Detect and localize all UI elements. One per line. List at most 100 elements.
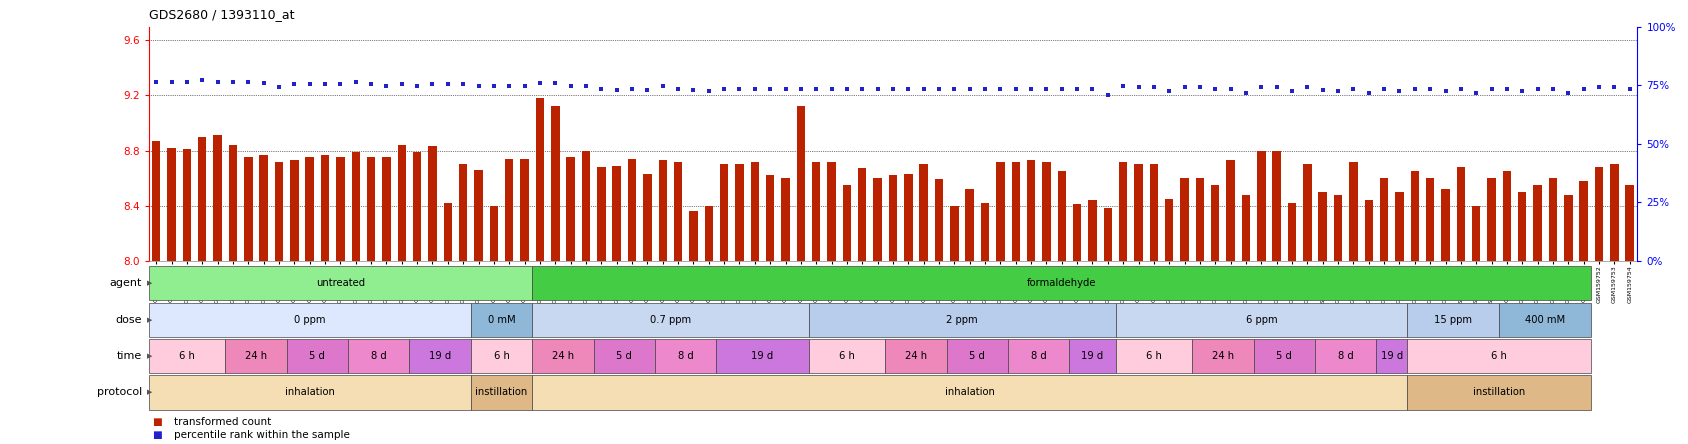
Bar bbox=[1119, 162, 1128, 261]
Bar bbox=[336, 157, 344, 261]
Bar bbox=[444, 203, 452, 261]
Bar bbox=[1408, 302, 1499, 337]
Bar bbox=[197, 137, 206, 261]
Bar bbox=[471, 339, 532, 373]
Bar bbox=[520, 159, 528, 261]
Text: 5 d: 5 d bbox=[1276, 351, 1293, 361]
Bar bbox=[1288, 203, 1296, 261]
Text: 400 mM: 400 mM bbox=[1526, 315, 1565, 325]
Text: 0.7 ppm: 0.7 ppm bbox=[650, 315, 690, 325]
Bar bbox=[1502, 171, 1511, 261]
Text: 5 d: 5 d bbox=[616, 351, 633, 361]
Bar bbox=[1408, 339, 1592, 373]
Bar bbox=[628, 159, 636, 261]
Bar bbox=[182, 149, 191, 261]
Bar bbox=[532, 339, 594, 373]
Bar bbox=[550, 107, 559, 261]
Bar bbox=[1227, 160, 1236, 261]
Bar bbox=[643, 174, 652, 261]
Bar bbox=[716, 339, 809, 373]
Bar bbox=[1116, 302, 1408, 337]
Bar bbox=[1195, 178, 1204, 261]
Bar bbox=[1070, 339, 1116, 373]
Bar bbox=[858, 168, 866, 261]
Text: inhalation: inhalation bbox=[945, 388, 994, 397]
Text: 6 h: 6 h bbox=[1146, 351, 1161, 361]
Bar bbox=[1150, 164, 1158, 261]
Bar bbox=[1089, 200, 1097, 261]
Bar bbox=[812, 162, 820, 261]
Bar bbox=[149, 266, 532, 301]
Bar bbox=[230, 145, 238, 261]
Bar bbox=[505, 159, 513, 261]
Bar bbox=[1058, 171, 1067, 261]
Bar bbox=[582, 151, 591, 261]
Bar bbox=[459, 164, 468, 261]
Text: untreated: untreated bbox=[316, 278, 365, 288]
Bar bbox=[474, 170, 483, 261]
Bar bbox=[1258, 151, 1266, 261]
Text: 0 ppm: 0 ppm bbox=[294, 315, 326, 325]
Bar bbox=[1518, 192, 1526, 261]
Bar bbox=[275, 162, 284, 261]
Bar bbox=[751, 162, 760, 261]
Bar bbox=[1134, 164, 1143, 261]
Text: 19 d: 19 d bbox=[751, 351, 773, 361]
Bar bbox=[1548, 178, 1556, 261]
Bar bbox=[873, 178, 881, 261]
Bar bbox=[1116, 339, 1192, 373]
Bar bbox=[736, 164, 744, 261]
Bar bbox=[1442, 189, 1450, 261]
Bar bbox=[535, 98, 544, 261]
Bar bbox=[410, 339, 471, 373]
Text: 6 h: 6 h bbox=[179, 351, 194, 361]
Bar bbox=[225, 339, 287, 373]
Text: ▶: ▶ bbox=[147, 280, 152, 286]
Bar bbox=[947, 339, 1008, 373]
Text: 6 h: 6 h bbox=[1491, 351, 1507, 361]
Bar bbox=[351, 152, 360, 261]
Bar bbox=[321, 155, 329, 261]
Text: 6 h: 6 h bbox=[493, 351, 510, 361]
Bar bbox=[1426, 178, 1435, 261]
Text: agent: agent bbox=[110, 278, 142, 288]
Bar bbox=[366, 157, 375, 261]
Text: time: time bbox=[116, 351, 142, 361]
Bar bbox=[1580, 181, 1588, 261]
Bar bbox=[797, 107, 805, 261]
Bar bbox=[1408, 375, 1592, 410]
Text: 8 d: 8 d bbox=[371, 351, 387, 361]
Text: ▶: ▶ bbox=[147, 353, 152, 359]
Bar bbox=[213, 135, 221, 261]
Bar bbox=[809, 302, 1116, 337]
Bar bbox=[532, 302, 809, 337]
Bar bbox=[1379, 178, 1388, 261]
Text: ■: ■ bbox=[152, 417, 162, 428]
Bar bbox=[888, 175, 898, 261]
Bar bbox=[1273, 151, 1281, 261]
Bar bbox=[598, 167, 606, 261]
Bar bbox=[1026, 160, 1035, 261]
Bar bbox=[287, 339, 348, 373]
Text: 19 d: 19 d bbox=[429, 351, 451, 361]
Bar bbox=[655, 339, 716, 373]
Bar bbox=[1626, 185, 1634, 261]
Bar bbox=[613, 166, 621, 261]
Text: 6 ppm: 6 ppm bbox=[1246, 315, 1278, 325]
Bar bbox=[1041, 162, 1050, 261]
Bar bbox=[1104, 208, 1112, 261]
Bar bbox=[1457, 167, 1465, 261]
Bar bbox=[1533, 185, 1541, 261]
Text: 5 d: 5 d bbox=[309, 351, 326, 361]
Bar bbox=[996, 162, 1004, 261]
Bar bbox=[1610, 164, 1619, 261]
Text: 0 mM: 0 mM bbox=[488, 315, 515, 325]
Bar bbox=[1499, 302, 1592, 337]
Bar bbox=[1011, 162, 1020, 261]
Bar bbox=[471, 375, 532, 410]
Bar bbox=[471, 302, 532, 337]
Bar bbox=[1411, 171, 1420, 261]
Bar bbox=[1396, 192, 1404, 261]
Bar bbox=[981, 203, 989, 261]
Bar bbox=[1487, 178, 1496, 261]
